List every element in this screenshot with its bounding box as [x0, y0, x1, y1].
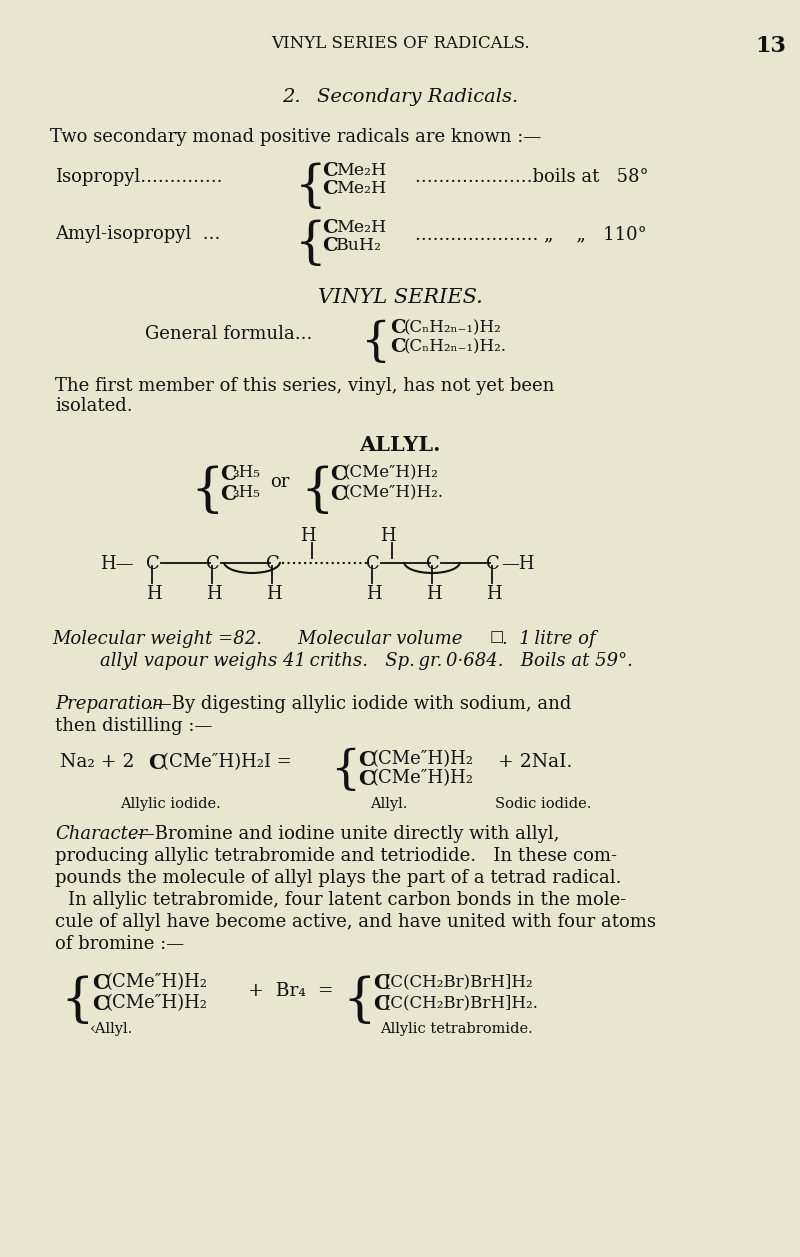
Text: (CMe″H)H₂: (CMe″H)H₂ [372, 750, 474, 768]
Text: .—By digesting allylic iodide with sodium, and: .—By digesting allylic iodide with sodiu… [148, 695, 571, 713]
Text: {: { [295, 163, 326, 212]
Text: (CMe″H)H₂.: (CMe″H)H₂. [344, 484, 444, 502]
Text: Character: Character [55, 825, 147, 843]
Text: Me₂H: Me₂H [336, 219, 386, 236]
Text: of bromine :—: of bromine :— [55, 935, 184, 953]
Text: H: H [206, 585, 222, 603]
Text: (CMe″H)H₂: (CMe″H)H₂ [372, 769, 474, 787]
Text: C: C [206, 556, 220, 573]
Text: ₃H₅: ₃H₅ [232, 464, 260, 481]
Text: Two secondary monad positive radicals are known :—: Two secondary monad positive radicals ar… [50, 128, 542, 146]
Text: [C(CH₂Br)BrH]H₂: [C(CH₂Br)BrH]H₂ [385, 973, 534, 991]
Text: C: C [220, 484, 237, 504]
Text: C: C [358, 769, 374, 789]
Text: 2.   Secondary Radicals.: 2. Secondary Radicals. [282, 88, 518, 106]
Text: C: C [322, 162, 338, 180]
Text: General formula...: General formula... [145, 326, 312, 343]
Text: VINYL SERIES.: VINYL SERIES. [318, 288, 482, 307]
Text: or: or [270, 473, 290, 491]
Text: Isopropyl..............: Isopropyl.............. [55, 168, 222, 186]
Text: H: H [426, 585, 442, 603]
Text: (CMe″H)H₂I =: (CMe″H)H₂I = [162, 753, 298, 771]
Text: {: { [300, 465, 334, 517]
Text: allyl vapour weighs 41 criths.   Sp. gr. 0·684.   Boils at 59°.: allyl vapour weighs 41 criths. Sp. gr. 0… [100, 652, 633, 670]
Text: C: C [366, 556, 380, 573]
Text: ₃H₅: ₃H₅ [232, 484, 260, 502]
Text: □: □ [490, 630, 504, 644]
Text: Me₂H: Me₂H [336, 180, 386, 197]
Text: (CMe″H)H₂: (CMe″H)H₂ [106, 973, 208, 991]
Text: In allylic tetrabromide, four latent carbon bonds in the mole-: In allylic tetrabromide, four latent car… [68, 891, 626, 909]
Text: Molecular weight =82.  Molecular volume: Molecular weight =82. Molecular volume [52, 630, 468, 649]
Text: {: { [60, 975, 94, 1026]
Text: {: { [342, 975, 376, 1026]
Text: +  Br₄  =: + Br₄ = [248, 982, 334, 1001]
Text: pounds the molecule of allyl plays the part of a tetrad radical.: pounds the molecule of allyl plays the p… [55, 869, 622, 887]
Text: C: C [373, 973, 390, 993]
Text: H: H [380, 527, 396, 546]
Text: C: C [92, 973, 109, 993]
Text: (CₙH₂ₙ₋₁)H₂: (CₙH₂ₙ₋₁)H₂ [404, 319, 502, 336]
Text: H: H [366, 585, 382, 603]
Text: Me₂H: Me₂H [336, 162, 386, 178]
Text: Allylic tetrabromide.: Allylic tetrabromide. [380, 1022, 533, 1036]
Text: C: C [220, 464, 237, 484]
Text: Na₂ + 2: Na₂ + 2 [60, 753, 134, 771]
Text: C: C [266, 556, 280, 573]
Text: C: C [426, 556, 440, 573]
Text: producing allylic tetrabromide and tetriodide.   In these com-: producing allylic tetrabromide and tetri… [55, 847, 617, 865]
Text: (CMe″H)H₂: (CMe″H)H₂ [106, 994, 208, 1012]
Text: H: H [300, 527, 316, 546]
Text: The first member of this series, vinyl, has not yet been: The first member of this series, vinyl, … [55, 377, 554, 395]
Text: C: C [322, 180, 338, 199]
Text: C: C [373, 994, 390, 1014]
Text: H: H [486, 585, 502, 603]
Text: isolated.: isolated. [55, 397, 133, 415]
Text: H—: H— [100, 556, 134, 573]
Text: C: C [390, 319, 406, 337]
Text: —H: —H [501, 556, 534, 573]
Text: ALLYL.: ALLYL. [359, 435, 441, 455]
Text: 13: 13 [755, 35, 786, 57]
Text: C: C [358, 750, 374, 771]
Text: ‹Allyl.: ‹Allyl. [90, 1022, 134, 1036]
Text: BuH₂: BuH₂ [336, 238, 382, 254]
Text: cule of allyl have become active, and have united with four atoms: cule of allyl have become active, and ha… [55, 913, 656, 931]
Text: (CₙH₂ₙ₋₁)H₂.: (CₙH₂ₙ₋₁)H₂. [404, 338, 507, 354]
Text: ..................... „    „   110°: ..................... „ „ 110° [415, 225, 646, 243]
Text: .—Bromine and iodine unite directly with allyl,: .—Bromine and iodine unite directly with… [131, 825, 559, 843]
Text: C: C [330, 484, 346, 504]
Text: [C(CH₂Br)BrH]H₂.: [C(CH₂Br)BrH]H₂. [385, 994, 539, 1011]
Text: C: C [330, 464, 346, 484]
Text: C: C [148, 753, 165, 773]
Text: {: { [190, 465, 224, 517]
Text: + 2NaI.: + 2NaI. [498, 753, 572, 771]
Text: C: C [322, 219, 338, 238]
Text: {: { [360, 321, 390, 366]
Text: H: H [146, 585, 162, 603]
Text: Amyl-isopropyl  ...: Amyl-isopropyl ... [55, 225, 220, 243]
Text: C: C [486, 556, 500, 573]
Text: H: H [266, 585, 282, 603]
Text: C: C [146, 556, 160, 573]
Text: .  1 litre of: . 1 litre of [502, 630, 596, 649]
Text: {: { [330, 748, 360, 793]
Text: Allylic iodide.: Allylic iodide. [120, 797, 221, 811]
Text: C: C [322, 238, 338, 255]
Text: Allyl.: Allyl. [370, 797, 407, 811]
Text: C: C [92, 994, 109, 1014]
Text: {: { [295, 220, 326, 269]
Text: ....................boils at   58°: ....................boils at 58° [415, 168, 649, 186]
Text: C: C [390, 338, 406, 356]
Text: VINYL SERIES OF RADICALS.: VINYL SERIES OF RADICALS. [270, 35, 530, 52]
Text: Sodic iodide.: Sodic iodide. [495, 797, 591, 811]
Text: (CMe″H)H₂: (CMe″H)H₂ [344, 464, 438, 481]
Text: then distilling :—: then distilling :— [55, 716, 212, 735]
Text: Preparation: Preparation [55, 695, 163, 713]
